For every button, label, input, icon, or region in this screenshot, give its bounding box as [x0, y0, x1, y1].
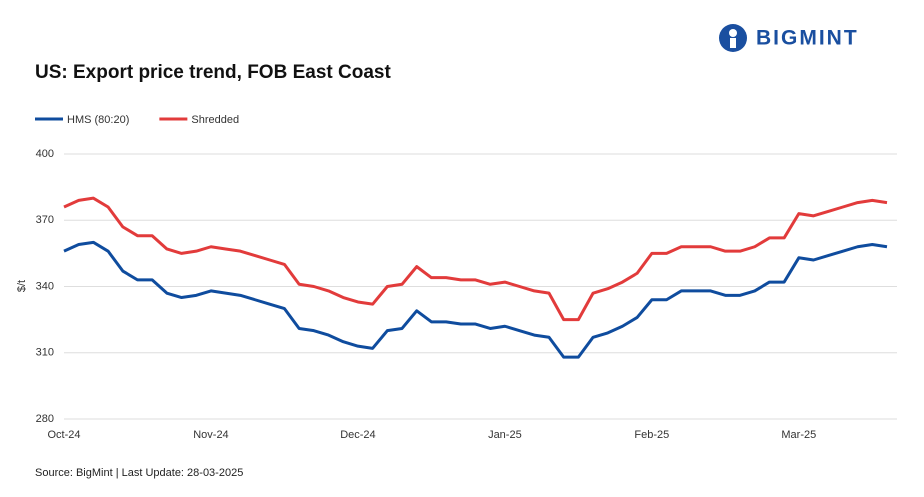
logo-icon-body — [730, 38, 736, 48]
series-line — [63, 240, 888, 359]
y-axis-label: $/t — [16, 280, 28, 292]
chart-title: US: Export price trend, FOB East Coast — [35, 62, 391, 83]
x-tick-label: Dec-24 — [340, 429, 375, 441]
y-tick-label: 280 — [36, 413, 54, 425]
y-tick-label: 310 — [36, 347, 54, 359]
x-tick-label: Jan-25 — [488, 429, 522, 441]
x-tick-label: Mar-25 — [781, 429, 816, 441]
logo: BIGMINT — [719, 24, 859, 52]
x-tick-label: Feb-25 — [634, 429, 669, 441]
source: Source: BigMint | Last Update: 28-03-202… — [35, 467, 243, 479]
series-line — [63, 196, 888, 322]
y-tick-label: 400 — [36, 148, 54, 160]
legend-label: Shredded — [191, 114, 239, 126]
logo-text: BIGMINT — [756, 27, 859, 50]
x-tick-label: Oct-24 — [47, 429, 80, 441]
legend-label: HMS (80:20) — [67, 114, 129, 126]
logo-icon-head — [729, 29, 737, 37]
y-tick-label: 370 — [36, 214, 54, 226]
y-tick-label: 340 — [36, 280, 54, 292]
x-tick-label: Nov-24 — [193, 429, 228, 441]
